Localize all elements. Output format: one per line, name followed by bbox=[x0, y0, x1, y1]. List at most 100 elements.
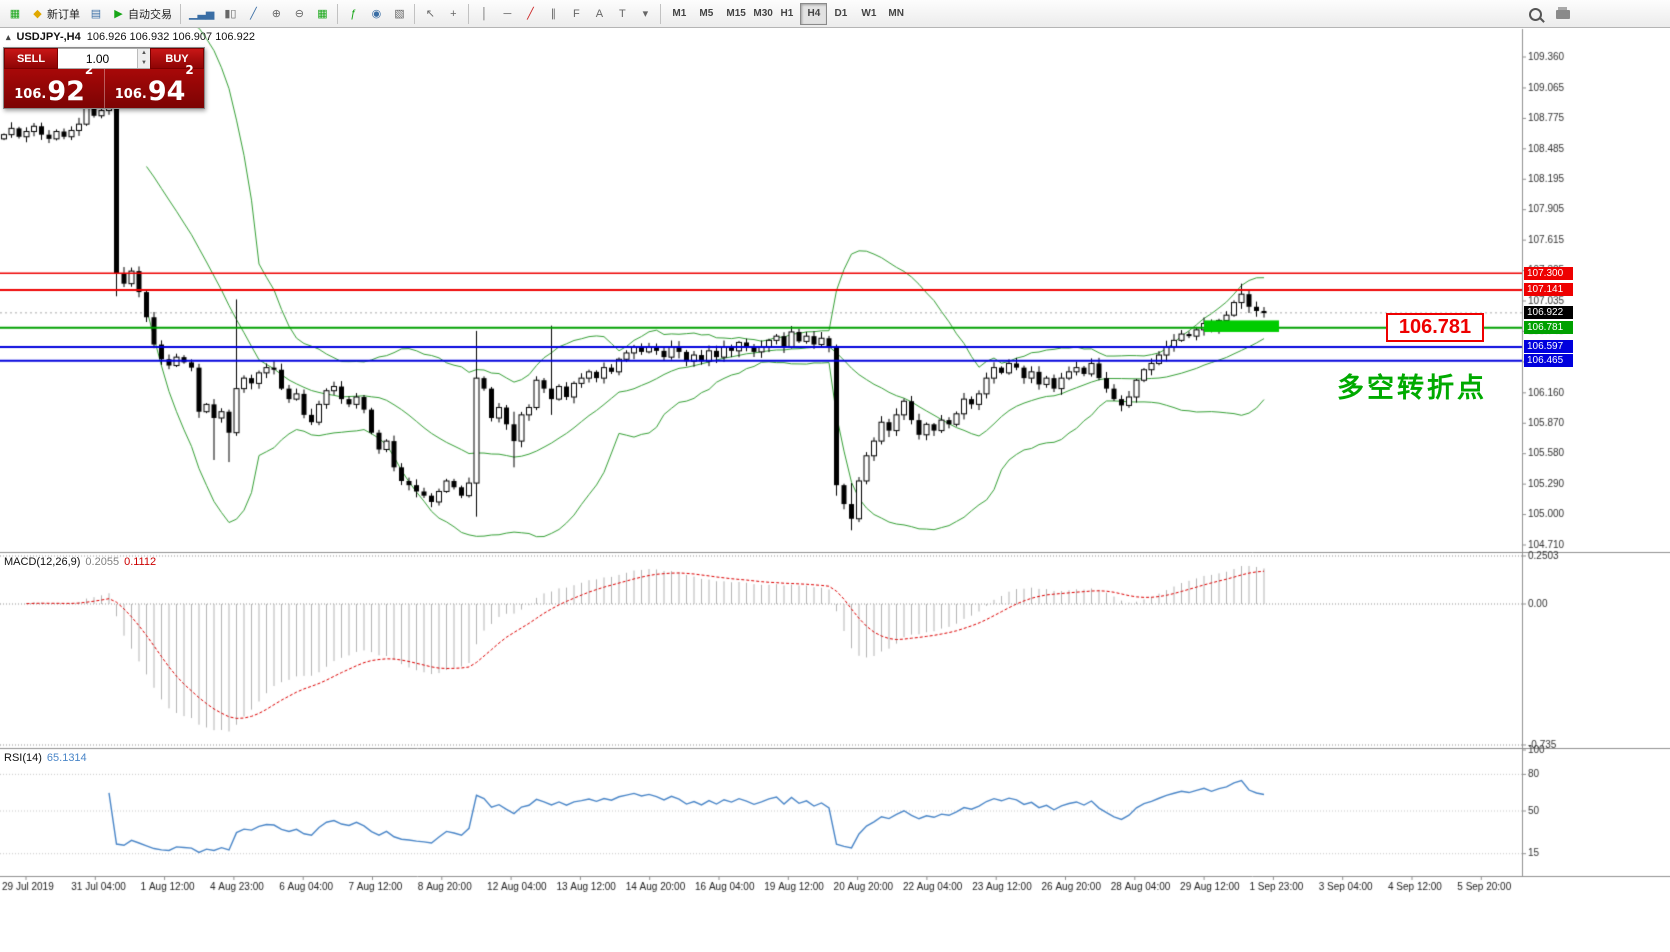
profiles-button[interactable]: ▤ bbox=[85, 2, 107, 26]
timeframe-mn-button[interactable]: MN bbox=[881, 3, 908, 25]
turning-point-annotation[interactable]: 多空转折点 bbox=[1337, 373, 1487, 403]
zoom-in-icon: ⊕ bbox=[271, 7, 281, 20]
chart-line-button[interactable]: ╱ bbox=[242, 2, 264, 26]
ask-big-digits: 94 bbox=[147, 76, 186, 107]
buy-button[interactable]: BUY bbox=[150, 48, 204, 69]
ask-prefix: 106. bbox=[114, 87, 147, 102]
channel-button[interactable]: ∥ bbox=[542, 2, 564, 26]
channel-icon: ∥ bbox=[550, 7, 557, 20]
text-label-button[interactable]: T bbox=[611, 2, 633, 26]
ask-pipette: 2 bbox=[185, 63, 194, 77]
new-chart-button[interactable]: ▦ bbox=[4, 2, 26, 26]
text-label-icon: T bbox=[619, 7, 626, 20]
timeframe-m15-button[interactable]: M15 bbox=[719, 3, 746, 25]
fibonacci-button[interactable]: F bbox=[565, 2, 587, 26]
symbol-title: USDJPY-,H4 bbox=[16, 31, 81, 43]
main-toolbar: ▦ ◆ 新订单 ▤ ▶ 自动交易 ▁▃▅ ▮▯ ╱ ⊕ ⊖ ▦ ƒ ◉ ▧ ↖ + … bbox=[0, 0, 1670, 28]
horizontal-line-icon: ─ bbox=[503, 7, 512, 20]
price-badge-107.300: 107.300 bbox=[1524, 266, 1573, 280]
search-button[interactable] bbox=[1524, 2, 1546, 26]
symbol-info: ▴ USDJPY-,H4 106.926 106.932 106.907 106… bbox=[6, 31, 255, 43]
macd-signal-value: 0.1112 bbox=[124, 556, 157, 568]
toolbar-separator bbox=[414, 3, 416, 24]
indicators-icon: ƒ bbox=[350, 7, 357, 20]
line-chart-icon: ╱ bbox=[250, 7, 257, 20]
chevron-down-icon: ▾ bbox=[642, 7, 649, 20]
autotrading-button[interactable]: ▶ 自动交易 bbox=[108, 2, 176, 26]
vertical-line-icon: │ bbox=[480, 7, 488, 20]
volume-down-icon[interactable]: ▼ bbox=[138, 58, 150, 68]
profiles-icon: ▤ bbox=[90, 7, 102, 20]
timeframe-toolbar: M1 M5 M15 M30 H1 H4 D1 W1 MN bbox=[665, 2, 908, 25]
new-order-button[interactable]: ◆ 新订单 bbox=[27, 2, 84, 26]
indicators-button[interactable]: ƒ bbox=[342, 2, 364, 26]
autotrading-play-icon: ▶ bbox=[114, 7, 123, 20]
price-badge-106.465: 106.465 bbox=[1524, 354, 1573, 368]
sell-button[interactable]: SELL bbox=[4, 48, 58, 69]
timeframe-m30-button[interactable]: M30 bbox=[746, 3, 773, 25]
rsi-value: 65.1314 bbox=[46, 752, 87, 764]
ask-price-display[interactable]: 106. 94 2 bbox=[105, 64, 205, 108]
zoom-out-icon: ⊖ bbox=[294, 7, 304, 20]
trendline-icon: ╱ bbox=[527, 7, 534, 20]
tile-windows-icon: ▦ bbox=[317, 7, 328, 20]
volume-spinner: ▲ ▼ bbox=[137, 49, 150, 68]
autotrading-label: 自动交易 bbox=[128, 8, 172, 21]
chart-bars-button[interactable]: ▁▃▅ bbox=[185, 2, 218, 26]
new-order-label: 新订单 bbox=[47, 8, 80, 21]
timeframe-h1-button[interactable]: H1 bbox=[773, 3, 800, 25]
price-badge-107.141: 107.141 bbox=[1524, 283, 1573, 297]
cursor-button[interactable]: ↖ bbox=[419, 2, 441, 26]
vertical-line-button[interactable]: │ bbox=[473, 2, 495, 26]
rsi-indicator-label: RSI(14) 65.1314 bbox=[4, 752, 87, 764]
cursor-icon: ↖ bbox=[425, 7, 435, 20]
macd-indicator-label: MACD(12,26,9) 0.2055 0.1112 bbox=[4, 556, 156, 568]
bid-price-display[interactable]: 106. 92 2 bbox=[4, 64, 105, 108]
symbol-ohlc: 106.926 106.932 106.907 106.922 bbox=[86, 31, 255, 43]
timeframe-w1-button[interactable]: W1 bbox=[854, 3, 881, 25]
zoom-in-button[interactable]: ⊕ bbox=[265, 2, 287, 26]
bid-prefix: 106. bbox=[14, 87, 47, 102]
rsi-name: RSI(14) bbox=[4, 752, 42, 764]
price-badge-106.922: 106.922 bbox=[1524, 306, 1573, 320]
toolbar-right-group bbox=[1524, 2, 1574, 26]
periods-button[interactable]: ◉ bbox=[365, 2, 387, 26]
new-order-icon: ◆ bbox=[33, 7, 42, 20]
print-button[interactable] bbox=[1552, 2, 1574, 26]
one-click-trading-panel: SELL ▲ ▼ BUY 106. 92 2 106. 94 2 bbox=[3, 47, 205, 109]
templates-icon: ▧ bbox=[394, 7, 405, 20]
tile-windows-button[interactable]: ▦ bbox=[311, 2, 333, 26]
price-level-annotation[interactable]: 106.781 bbox=[1386, 313, 1484, 342]
bid-big-digits: 92 bbox=[47, 76, 85, 107]
shapes-button[interactable]: ▾ bbox=[634, 2, 656, 26]
text-button[interactable]: A bbox=[588, 2, 610, 26]
macd-name: MACD(12,26,9) bbox=[4, 556, 81, 568]
horizontal-line-button[interactable]: ─ bbox=[496, 2, 518, 26]
new-chart-icon: ▦ bbox=[9, 7, 21, 20]
zoom-out-button[interactable]: ⊖ bbox=[288, 2, 310, 26]
templates-button[interactable]: ▧ bbox=[388, 2, 410, 26]
candlestick-icon: ▮▯ bbox=[224, 7, 237, 20]
text-icon: A bbox=[595, 7, 604, 20]
crosshair-button[interactable]: + bbox=[442, 2, 464, 26]
trendline-button[interactable]: ╱ bbox=[519, 2, 541, 26]
search-icon bbox=[1528, 7, 1542, 21]
bid-pipette: 2 bbox=[84, 63, 94, 77]
timeframe-d1-button[interactable]: D1 bbox=[827, 3, 854, 25]
volume-up-icon[interactable]: ▲ bbox=[138, 49, 150, 59]
toolbar-separator bbox=[468, 3, 470, 24]
chart-candles-button[interactable]: ▮▯ bbox=[219, 2, 241, 26]
toolbar-separator bbox=[337, 3, 339, 24]
bar-chart-icon: ▁▃▅ bbox=[189, 7, 215, 20]
volume-input[interactable] bbox=[58, 49, 137, 68]
toolbar-separator bbox=[660, 3, 662, 24]
timeframe-m1-button[interactable]: M1 bbox=[665, 3, 692, 25]
timeframe-h4-button[interactable]: H4 bbox=[800, 2, 828, 25]
printer-icon bbox=[1556, 6, 1570, 19]
crosshair-icon: + bbox=[450, 7, 457, 20]
timeframe-m5-button[interactable]: M5 bbox=[692, 3, 719, 25]
oneclick-toggle-icon[interactable]: ▴ bbox=[6, 31, 11, 42]
price-badge-106.781: 106.781 bbox=[1524, 321, 1573, 335]
volume-box: ▲ ▼ bbox=[58, 48, 150, 69]
